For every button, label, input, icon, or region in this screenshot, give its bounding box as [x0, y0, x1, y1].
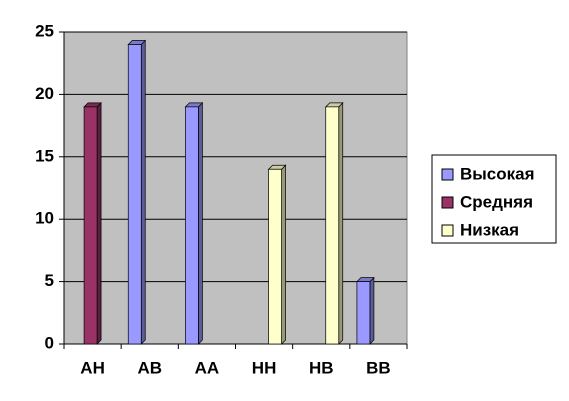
y-tick-label: 25 — [35, 21, 54, 40]
legend-label: Низкая — [460, 220, 519, 239]
bar — [185, 106, 199, 345]
x-tick-label: АН — [80, 358, 105, 377]
y-tick-label: 15 — [35, 146, 54, 165]
y-tick-label: 5 — [45, 271, 54, 290]
x-tick-label: НН — [252, 358, 277, 377]
legend-label: Средняя — [460, 192, 533, 211]
x-tick-label: ВВ — [366, 358, 391, 377]
legend-swatch — [441, 196, 454, 209]
bar — [127, 44, 142, 345]
bar — [356, 281, 371, 345]
x-tick-label: АВ — [137, 358, 162, 377]
bar-side — [281, 164, 286, 345]
x-tick-label: АА — [195, 358, 220, 377]
legend-swatch — [441, 168, 454, 181]
y-tick-label: 0 — [45, 333, 54, 352]
x-tick-label: НВ — [309, 358, 334, 377]
bar-side — [369, 276, 375, 345]
bar — [325, 106, 340, 345]
bar-side — [198, 102, 203, 345]
bar-side — [338, 102, 344, 345]
bar — [268, 168, 282, 345]
legend-label: Высокая — [460, 164, 535, 183]
legend-swatch — [441, 224, 454, 237]
y-tick-label: 20 — [35, 84, 54, 103]
y-tick-label: 10 — [35, 209, 54, 228]
bar-side — [96, 102, 102, 345]
bar-side — [140, 39, 146, 345]
bar — [83, 106, 98, 345]
plot-area — [63, 31, 408, 345]
